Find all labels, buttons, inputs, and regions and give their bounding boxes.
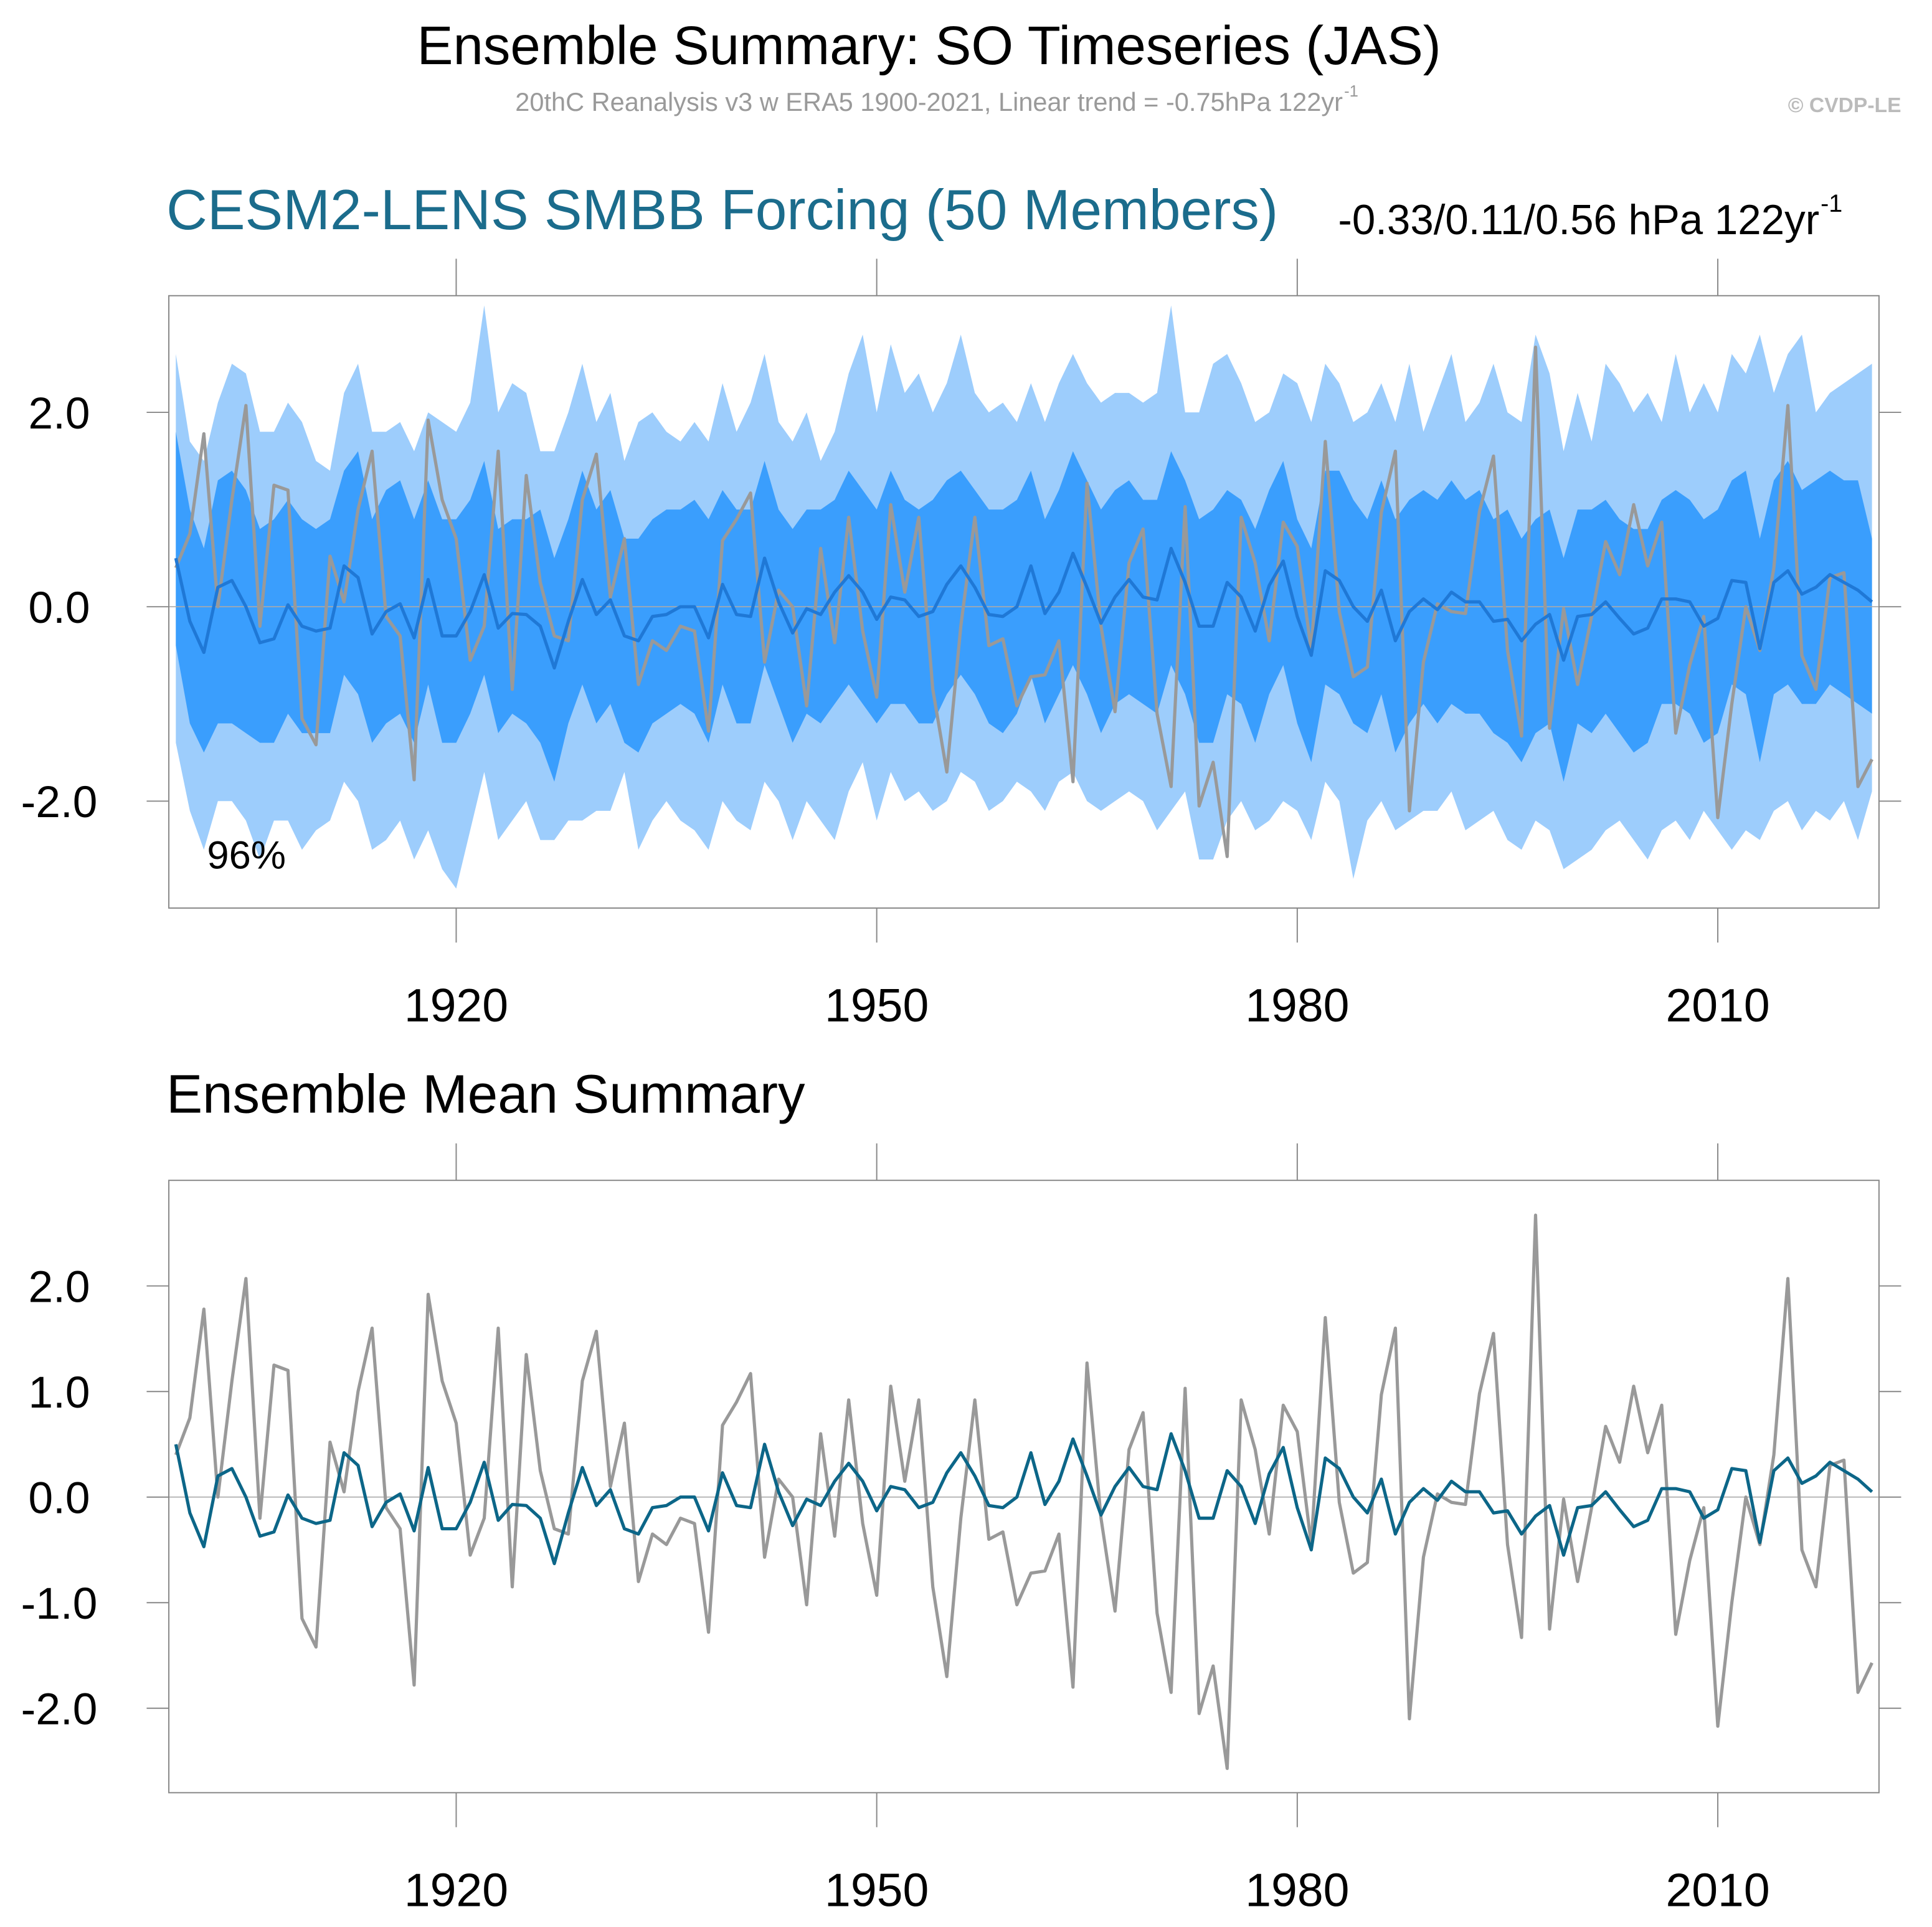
plot-frame [168,1180,1880,1794]
y-tick-label: -1.0 [21,1579,98,1629]
page-title: Ensemble Summary: SO Timeseries (JAS) [417,16,1441,76]
panel: Ensemble Mean Summary -2.0 -1.0 0.0 1.0 2.0 19… [21,1064,1901,1916]
credit: © CVDP-LE [1788,94,1901,117]
subtitle-superscript: -1 [1344,83,1358,100]
x-tick-label: 1920 [404,979,508,1031]
y-tick-label: -2.0 [21,1685,98,1734]
series-line [174,546,1873,670]
x-tick-label: 1980 [1245,979,1349,1031]
trend-label: -0.33/0.11/0.56 hPa 122yr [1338,197,1819,244]
panel: CESM2-LENS SMBB Forcing (50 Members) -0.3… [21,179,1901,1031]
y-tick-label: 2.0 [29,1262,90,1312]
series-line [174,1213,1873,1770]
x-tick-label: 2010 [1665,979,1769,1031]
x-tick-label: 2010 [1665,1863,1769,1916]
y-tick-label: 0.0 [29,584,90,633]
annotation: 96% [207,834,286,878]
y-tick-label: 1.0 [29,1368,90,1418]
x-tick-label: 1950 [825,979,929,1031]
x-tick-label: 1950 [825,1863,929,1916]
series-line [174,345,1873,858]
panel-title: CESM2-LENS SMBB Forcing (50 Members) [166,179,1278,242]
y-tick-label: -2.0 [21,778,98,827]
series-line [174,1432,1873,1566]
x-tick-label: 1980 [1245,1863,1349,1916]
y-tick-label: 0.0 [29,1474,90,1523]
panel-title: Ensemble Mean Summary [166,1064,805,1124]
trend-superscript: -1 [1821,190,1842,217]
plot-frame [168,295,1880,909]
y-tick-label: 2.0 [29,389,90,438]
subtitle: 20thC Reanalysis v3 w ERA5 1900-2021, Li… [515,87,1343,116]
x-tick-label: 1920 [404,1863,508,1916]
